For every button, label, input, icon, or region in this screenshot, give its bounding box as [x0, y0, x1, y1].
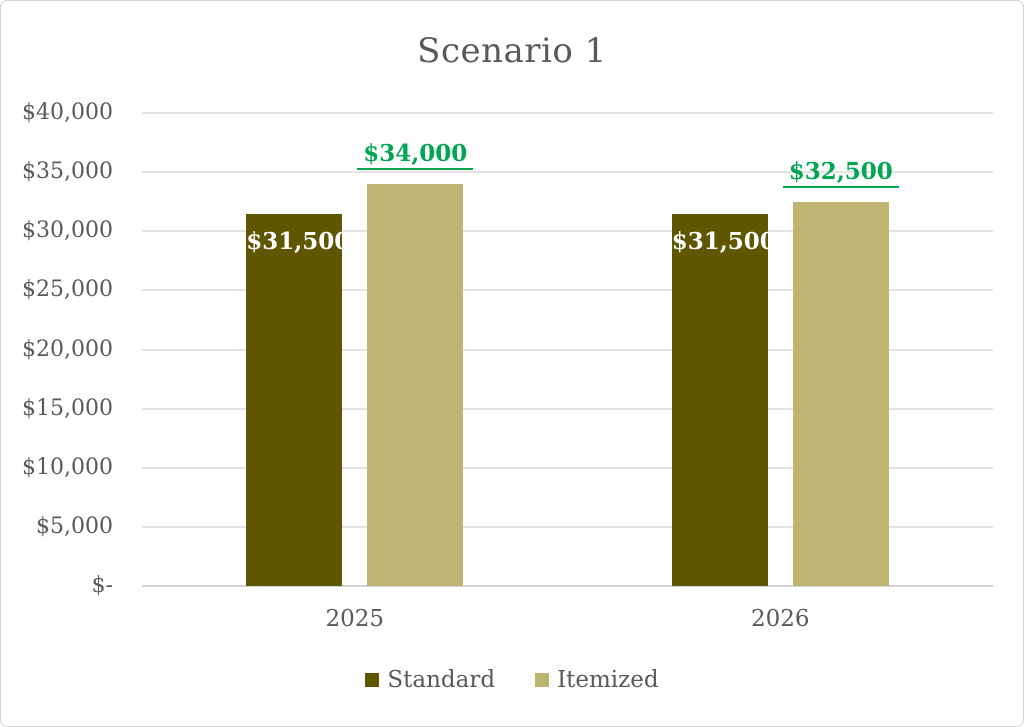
gridline — [142, 230, 993, 233]
x-axis-line — [142, 585, 993, 587]
data-label-text: $32,500 — [782, 159, 899, 188]
data-label-text: $34,000 — [357, 141, 474, 170]
y-axis-tick-label: $15,000 — [22, 395, 113, 421]
y-axis-tick-label: $10,000 — [22, 454, 113, 480]
legend-item-standard: Standard — [365, 667, 495, 693]
x-axis-tick-label: 2026 — [750, 606, 810, 632]
legend-label: Itemized — [557, 667, 659, 693]
data-label-standard-2025: $31,500 — [246, 227, 351, 255]
gridline — [142, 407, 993, 410]
gridline — [142, 289, 993, 292]
y-axis-tick-label: $30,000 — [22, 218, 113, 244]
y-axis-tick-label: $- — [91, 573, 113, 598]
x-axis-tick-label: 2025 — [325, 606, 385, 632]
data-label-standard-2026: $31,500 — [671, 227, 776, 255]
y-axis-tick-label: $35,000 — [22, 159, 113, 185]
legend-swatch-icon — [365, 673, 380, 687]
gridline — [142, 112, 993, 114]
y-axis-tick-label: $20,000 — [22, 336, 113, 362]
legend-item-itemized: Itemized — [535, 667, 659, 693]
bar-itemized-2025 — [367, 183, 464, 586]
gridline — [142, 466, 993, 469]
bar-itemized-2026 — [792, 201, 889, 586]
gridline — [142, 525, 993, 528]
legend-label: Standard — [387, 667, 496, 693]
y-axis-tick-label: $40,000 — [22, 100, 113, 125]
chart-legend: Standard Itemized — [1, 667, 1023, 693]
bar-standard-2025 — [246, 213, 343, 586]
gridline — [142, 348, 993, 351]
data-label-itemized-2026: $32,500 — [761, 159, 921, 188]
legend-swatch-icon — [535, 673, 550, 687]
chart-title: Scenario 1 — [417, 31, 607, 71]
bar-standard-2026 — [671, 213, 768, 586]
gridline — [142, 171, 993, 174]
y-axis-tick-label: $25,000 — [22, 277, 113, 303]
y-axis-tick-label: $5,000 — [36, 513, 113, 539]
data-label-itemized-2025: $34,000 — [335, 141, 495, 170]
